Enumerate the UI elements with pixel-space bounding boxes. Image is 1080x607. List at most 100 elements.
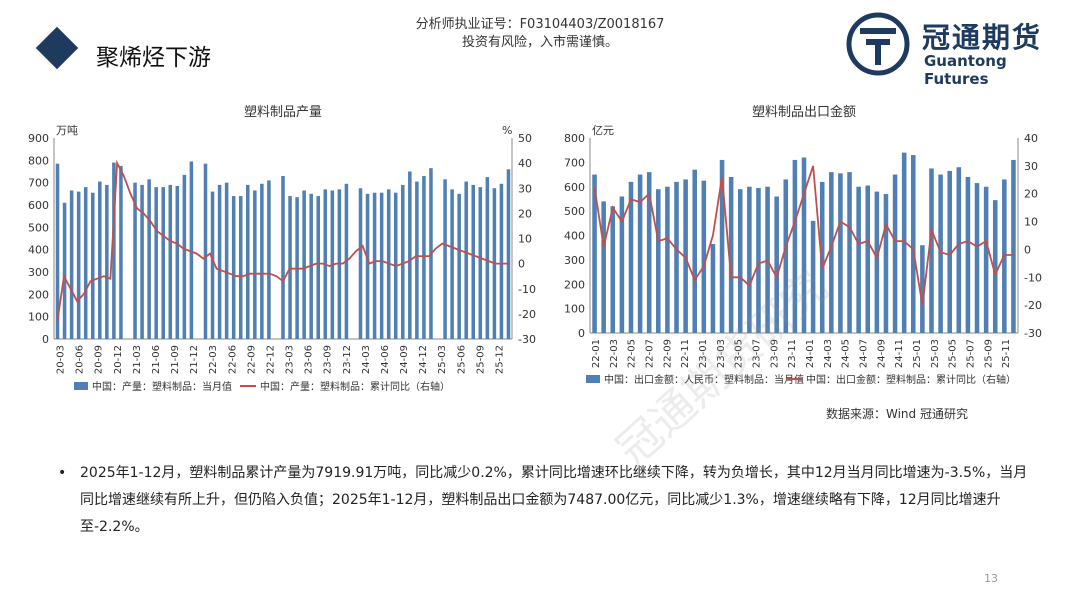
x-tick-label: 23-09	[769, 339, 780, 368]
bar	[874, 191, 880, 333]
y-tick-right: -30	[518, 333, 536, 346]
logo-mark-icon	[846, 12, 910, 76]
bar	[747, 186, 752, 333]
bar	[610, 206, 616, 333]
bar	[719, 159, 725, 333]
page-title: 聚烯烃下游	[96, 45, 211, 71]
bar	[161, 187, 165, 339]
bar	[55, 163, 60, 339]
chart-title: 塑料制品出口金额	[752, 104, 856, 120]
bar	[443, 179, 447, 339]
bar	[246, 184, 250, 339]
y-tick-left: 800	[564, 132, 585, 145]
bar	[83, 187, 88, 339]
y-tick-right: 0	[518, 258, 525, 271]
bar	[76, 191, 81, 339]
company-logo: 冠通期货 Guantong Futures	[846, 12, 1076, 88]
y-tick-left: 700	[28, 177, 49, 190]
bar	[883, 194, 889, 333]
bar	[90, 192, 95, 339]
summary-text: 2025年1-12月，塑料制品累计产量为7919.91万吨，同比减少0.2%，累…	[80, 465, 1028, 535]
x-tick-label: 21-06	[151, 345, 162, 374]
legend-label-line: 中国：出口金额：塑料制品：累计同比（右轴）	[806, 373, 1016, 386]
bar	[154, 187, 158, 339]
bar	[457, 193, 461, 339]
bar	[401, 184, 405, 339]
x-tick-label: 20-12	[113, 345, 124, 374]
bar	[783, 179, 789, 333]
bar	[62, 202, 67, 339]
bar	[656, 189, 661, 333]
page-number: 13	[984, 572, 998, 585]
x-tick-label: 21-12	[189, 345, 200, 374]
bar	[847, 172, 852, 333]
x-tick-label: 22-06	[227, 345, 238, 374]
bar	[929, 168, 934, 333]
bar	[147, 179, 151, 339]
bar	[710, 244, 716, 333]
analyst-info: 分析师执业证号：F03104403/Z0018167 投资有风险，入市需谨慎。	[360, 16, 720, 52]
bar	[281, 175, 285, 339]
bar	[133, 182, 137, 339]
bar	[98, 181, 102, 339]
x-tick-label: 20-03	[56, 345, 67, 374]
y-tick-left: 900	[28, 132, 49, 145]
x-tick-label: 22-09	[662, 339, 673, 368]
analyst-license: 分析师执业证号：F03104403/Z0018167	[415, 17, 665, 32]
bar	[408, 171, 412, 339]
x-tick-label: 25-09	[983, 339, 994, 368]
y-tick-left: 800	[28, 154, 49, 167]
y-unit-left: 万吨	[56, 124, 78, 137]
bar	[956, 167, 962, 333]
bar	[965, 177, 971, 333]
legend-swatch-bar	[586, 375, 600, 383]
bar	[856, 186, 861, 333]
y-tick-right: -10	[518, 283, 536, 296]
y-unit-left: 亿元	[592, 124, 614, 137]
x-tick-label: 25-03	[437, 345, 448, 374]
legend-label-bar: 中国：出口金额：人民币：塑料制品：当月值	[604, 373, 804, 386]
series-line	[593, 165, 1014, 306]
legend-label-line: 中国：产量：塑料制品：累计同比（右轴）	[260, 380, 450, 393]
bar	[253, 190, 257, 339]
bar	[792, 159, 798, 333]
bar	[210, 191, 215, 339]
y-tick-left: 400	[564, 230, 585, 243]
bar	[892, 174, 898, 333]
bar	[728, 177, 734, 333]
y-tick-right: 10	[518, 233, 532, 246]
y-tick-left: 700	[564, 156, 585, 169]
bar	[422, 175, 426, 339]
y-tick-right: 10	[1024, 216, 1038, 229]
y-tick-right: -10	[1024, 271, 1042, 284]
series-line	[56, 159, 509, 322]
bar	[865, 185, 871, 333]
x-tick-label: 24-03	[361, 345, 372, 374]
y-tick-right: 20	[1024, 188, 1038, 201]
bar	[911, 155, 916, 333]
bar	[737, 189, 743, 333]
title-diamond-icon	[35, 26, 79, 70]
bar	[175, 186, 180, 339]
bar	[829, 172, 834, 333]
x-tick-label: 21-09	[170, 345, 181, 374]
y-unit-right: %	[502, 124, 512, 137]
bar	[974, 183, 980, 333]
bar	[506, 169, 511, 339]
bar	[140, 184, 144, 339]
x-tick-label: 25-11	[1001, 339, 1012, 368]
x-tick-label: 25-03	[930, 339, 941, 368]
bar	[756, 187, 761, 333]
y-tick-right: -20	[1024, 299, 1042, 312]
y-tick-left: 300	[28, 266, 49, 279]
logo-text-en: Guantong Futures	[924, 52, 1007, 88]
bar	[920, 245, 925, 333]
x-tick-label: 22-09	[246, 345, 257, 374]
x-tick-label: 22-07	[644, 339, 655, 368]
bar	[1011, 159, 1016, 333]
bar	[358, 188, 363, 339]
bar	[592, 174, 597, 333]
bar	[774, 196, 779, 333]
x-tick-label: 21-03	[132, 345, 143, 374]
